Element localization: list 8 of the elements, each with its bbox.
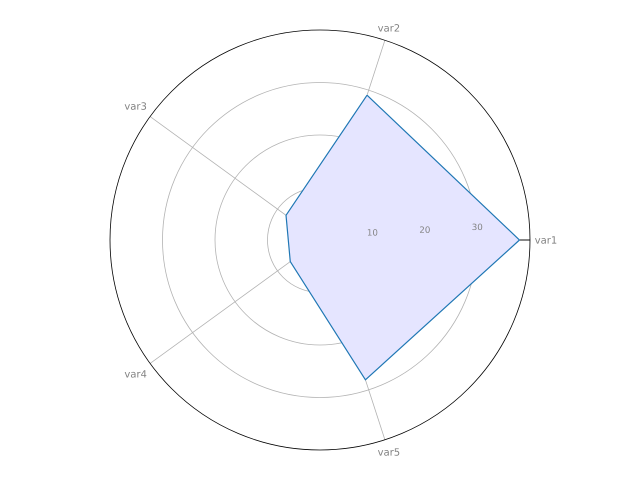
spoke-label: var4: [124, 370, 146, 378]
spoke-label: var2: [378, 24, 400, 32]
y-tick-label: 10: [368, 229, 378, 236]
spoke-label: var5: [378, 448, 400, 456]
y-tick-label: 30: [472, 224, 482, 230]
spoke-label: var1: [534, 236, 556, 244]
spoke-label: var3: [124, 102, 146, 110]
y-tick-label: 20: [420, 226, 430, 233]
